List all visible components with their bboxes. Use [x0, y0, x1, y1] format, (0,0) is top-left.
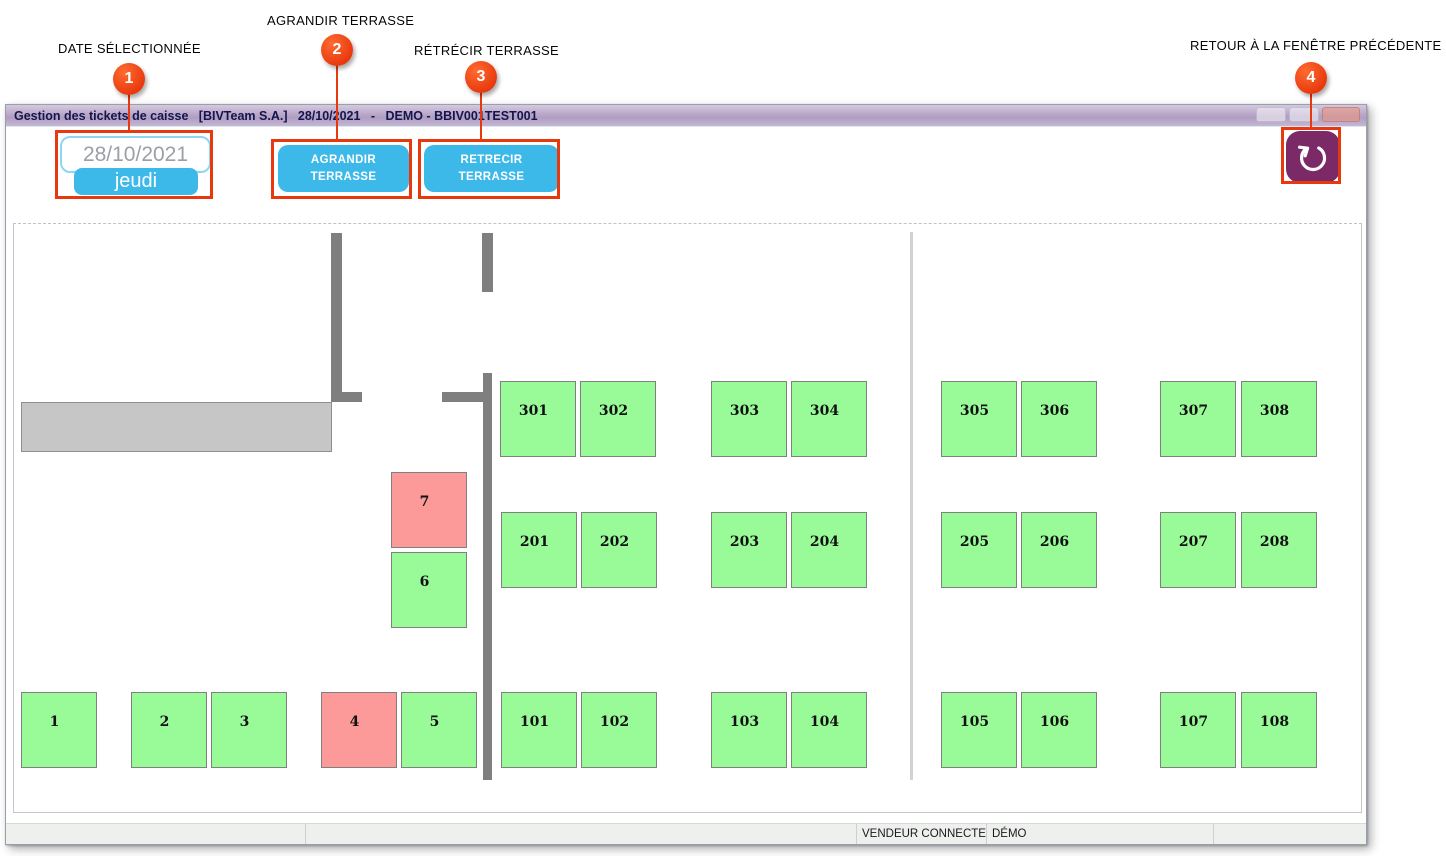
- window-titlebar[interactable]: Gestion des tickets de caisse [BIVTeam S…: [6, 105, 1366, 127]
- table-203[interactable]: 203: [711, 512, 787, 588]
- rotate-ccw-icon: [1295, 139, 1331, 175]
- return-button[interactable]: [1286, 131, 1340, 183]
- status-cell: [1214, 824, 1366, 844]
- maximize-button[interactable]: [1289, 107, 1319, 122]
- status-cell: [6, 824, 306, 844]
- table-306[interactable]: 306: [1021, 381, 1097, 457]
- table-301[interactable]: 301: [500, 381, 576, 457]
- callout-badge: 3: [465, 61, 497, 93]
- status-cell: VENDEUR CONNECTE: [857, 824, 987, 844]
- table-2[interactable]: 2: [131, 692, 207, 768]
- table-3[interactable]: 3: [211, 692, 287, 768]
- table-105[interactable]: 105: [941, 692, 1017, 768]
- table-102[interactable]: 102: [581, 692, 657, 768]
- status-cell: DÉMO: [987, 824, 1214, 844]
- callout-badge: 1: [113, 63, 145, 95]
- table-305[interactable]: 305: [941, 381, 1017, 457]
- window-title: Gestion des tickets de caisse [BIVTeam S…: [14, 108, 538, 123]
- table-206[interactable]: 206: [1021, 512, 1097, 588]
- minimize-button[interactable]: [1256, 107, 1286, 122]
- table-107[interactable]: 107: [1160, 692, 1236, 768]
- table-201[interactable]: 201: [501, 512, 577, 588]
- close-button[interactable]: [1322, 107, 1360, 122]
- table-304[interactable]: 304: [791, 381, 867, 457]
- annotation-label: RETOUR À LA FENÊTRE PRÉCÉDENTE: [1190, 38, 1442, 53]
- table-205[interactable]: 205: [941, 512, 1017, 588]
- shrink-terrace-button[interactable]: RETRECIR TERRASSE: [424, 145, 559, 192]
- status-bar: VENDEUR CONNECTE DÉMO: [6, 823, 1366, 844]
- annotation-label: AGRANDIR TERRASSE: [267, 13, 415, 28]
- enlarge-terrace-button[interactable]: AGRANDIR TERRASSE: [278, 145, 409, 192]
- table-303[interactable]: 303: [711, 381, 787, 457]
- table-202[interactable]: 202: [581, 512, 657, 588]
- table-108[interactable]: 108: [1241, 692, 1317, 768]
- day-label: jeudi: [114, 170, 158, 192]
- table-104[interactable]: 104: [791, 692, 867, 768]
- date-input[interactable]: [60, 136, 211, 173]
- table-4[interactable]: 4: [321, 692, 397, 768]
- day-button[interactable]: jeudi: [74, 168, 198, 195]
- table-106[interactable]: 106: [1021, 692, 1097, 768]
- status-cell: [306, 824, 857, 844]
- table-302[interactable]: 302: [580, 381, 656, 457]
- table-204[interactable]: 204: [791, 512, 867, 588]
- table-208[interactable]: 208: [1241, 512, 1317, 588]
- table-207[interactable]: 207: [1160, 512, 1236, 588]
- annotation-label: DATE SÉLECTIONNÉE: [58, 41, 201, 56]
- table-5[interactable]: 5: [401, 692, 477, 768]
- table-6[interactable]: 6: [391, 552, 467, 628]
- callout-badge: 4: [1295, 62, 1327, 94]
- callout-badge: 2: [321, 34, 353, 66]
- table-103[interactable]: 103: [711, 692, 787, 768]
- window-controls: [1256, 107, 1360, 122]
- table-101[interactable]: 101: [501, 692, 577, 768]
- annotation-label: RÉTRÉCIR TERRASSE: [414, 43, 559, 58]
- table-7[interactable]: 7: [391, 472, 467, 548]
- table-307[interactable]: 307: [1160, 381, 1236, 457]
- table-1[interactable]: 1: [21, 692, 97, 768]
- table-308[interactable]: 308: [1241, 381, 1317, 457]
